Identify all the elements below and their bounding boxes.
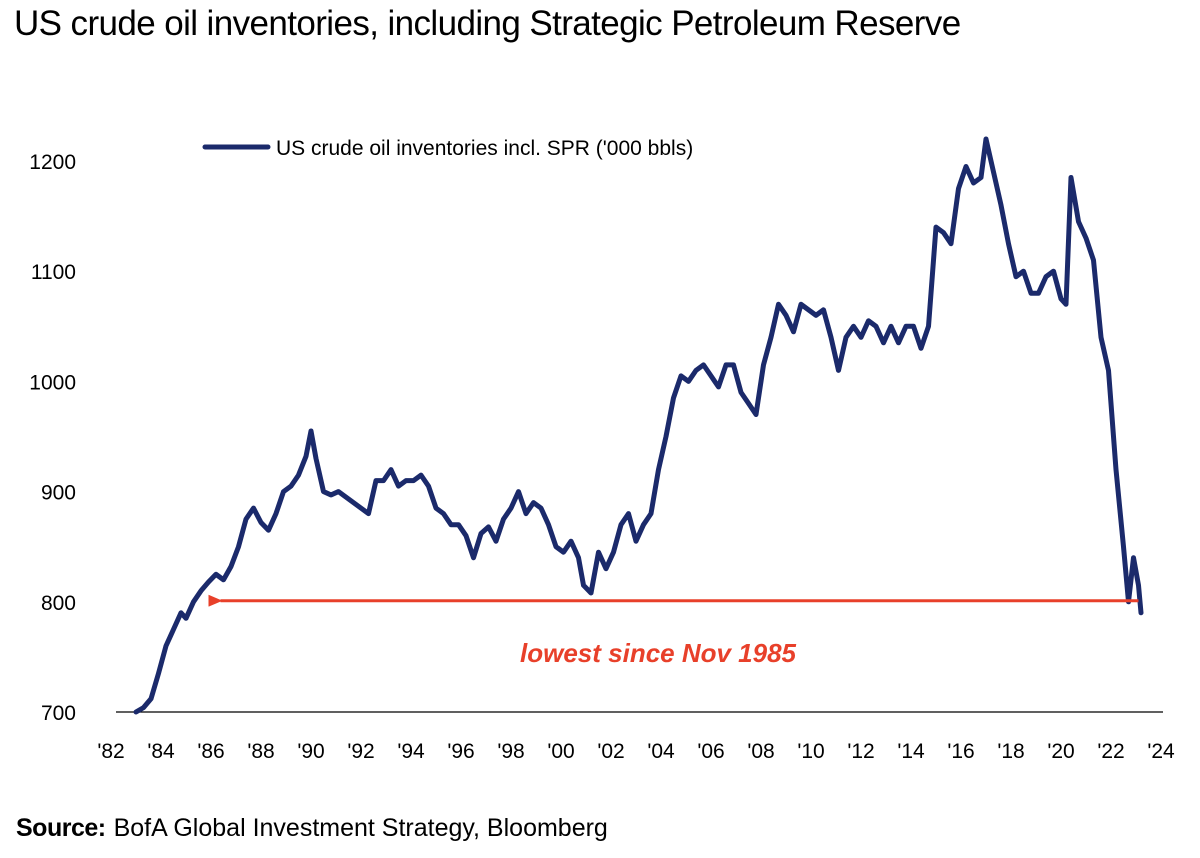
x-tick-label-15: '12 xyxy=(847,740,874,763)
x-tick-label-13: '08 xyxy=(747,740,774,763)
x-tick-label-17: '16 xyxy=(947,740,974,763)
source-note: Source: BofA Global Investment Strategy, … xyxy=(16,814,608,843)
legend-label: US crude oil inventories incl. SPR ('000… xyxy=(276,137,693,160)
x-tick-label-2: '86 xyxy=(197,740,224,763)
y-tick-label-900: 900 xyxy=(41,482,76,505)
x-tick-label-8: '98 xyxy=(497,740,524,763)
y-tick-label-700: 700 xyxy=(41,702,76,725)
x-tick-label-0: '82 xyxy=(97,740,124,763)
x-tick-label-1: '84 xyxy=(147,740,175,763)
x-tick-label-10: '02 xyxy=(597,740,624,763)
y-axis: 700 800 900 1000 1100 1200 xyxy=(29,151,76,725)
x-axis: '82 '84 '86 '88 '90 '92 '94 '96 '98 '00 '02 '04 '06 '… xyxy=(97,740,1175,763)
x-tick-label-6: '94 xyxy=(397,740,425,763)
x-tick-label-4: '90 xyxy=(297,740,324,763)
legend: US crude oil inventories incl. SPR ('000… xyxy=(202,137,693,160)
y-tick-label-1100: 1100 xyxy=(31,261,76,284)
x-tick-label-14: '10 xyxy=(797,740,824,763)
annotation-label: lowest since Nov 1985 xyxy=(520,638,797,668)
x-tick-label-19: '20 xyxy=(1047,740,1074,763)
x-tick-label-11: '04 xyxy=(647,740,675,763)
x-tick-label-21: '24 xyxy=(1147,740,1175,763)
source-text: BofA Global Investment Strategy, Bloombe… xyxy=(113,814,608,842)
chart-title: US crude oil inventories, including Stra… xyxy=(14,4,961,43)
series-layer xyxy=(133,136,1144,715)
source-label: Source: xyxy=(16,814,106,842)
x-tick-label-5: '92 xyxy=(347,740,374,763)
y-tick-label-1000: 1000 xyxy=(29,371,76,394)
y-tick-label-1200: 1200 xyxy=(29,151,76,174)
x-tick-label-7: '96 xyxy=(447,740,474,763)
series-line-0 xyxy=(133,136,1144,715)
annotation-layer: lowest since Nov 1985 xyxy=(208,594,1139,668)
x-tick-label-3: '88 xyxy=(247,740,274,763)
x-tick-label-9: '00 xyxy=(547,740,574,763)
x-tick-label-16: '14 xyxy=(897,740,925,763)
x-tick-label-12: '06 xyxy=(697,740,724,763)
x-tick-label-18: '18 xyxy=(997,740,1024,763)
x-tick-label-20: '22 xyxy=(1097,740,1124,763)
y-tick-label-800: 800 xyxy=(41,592,76,615)
